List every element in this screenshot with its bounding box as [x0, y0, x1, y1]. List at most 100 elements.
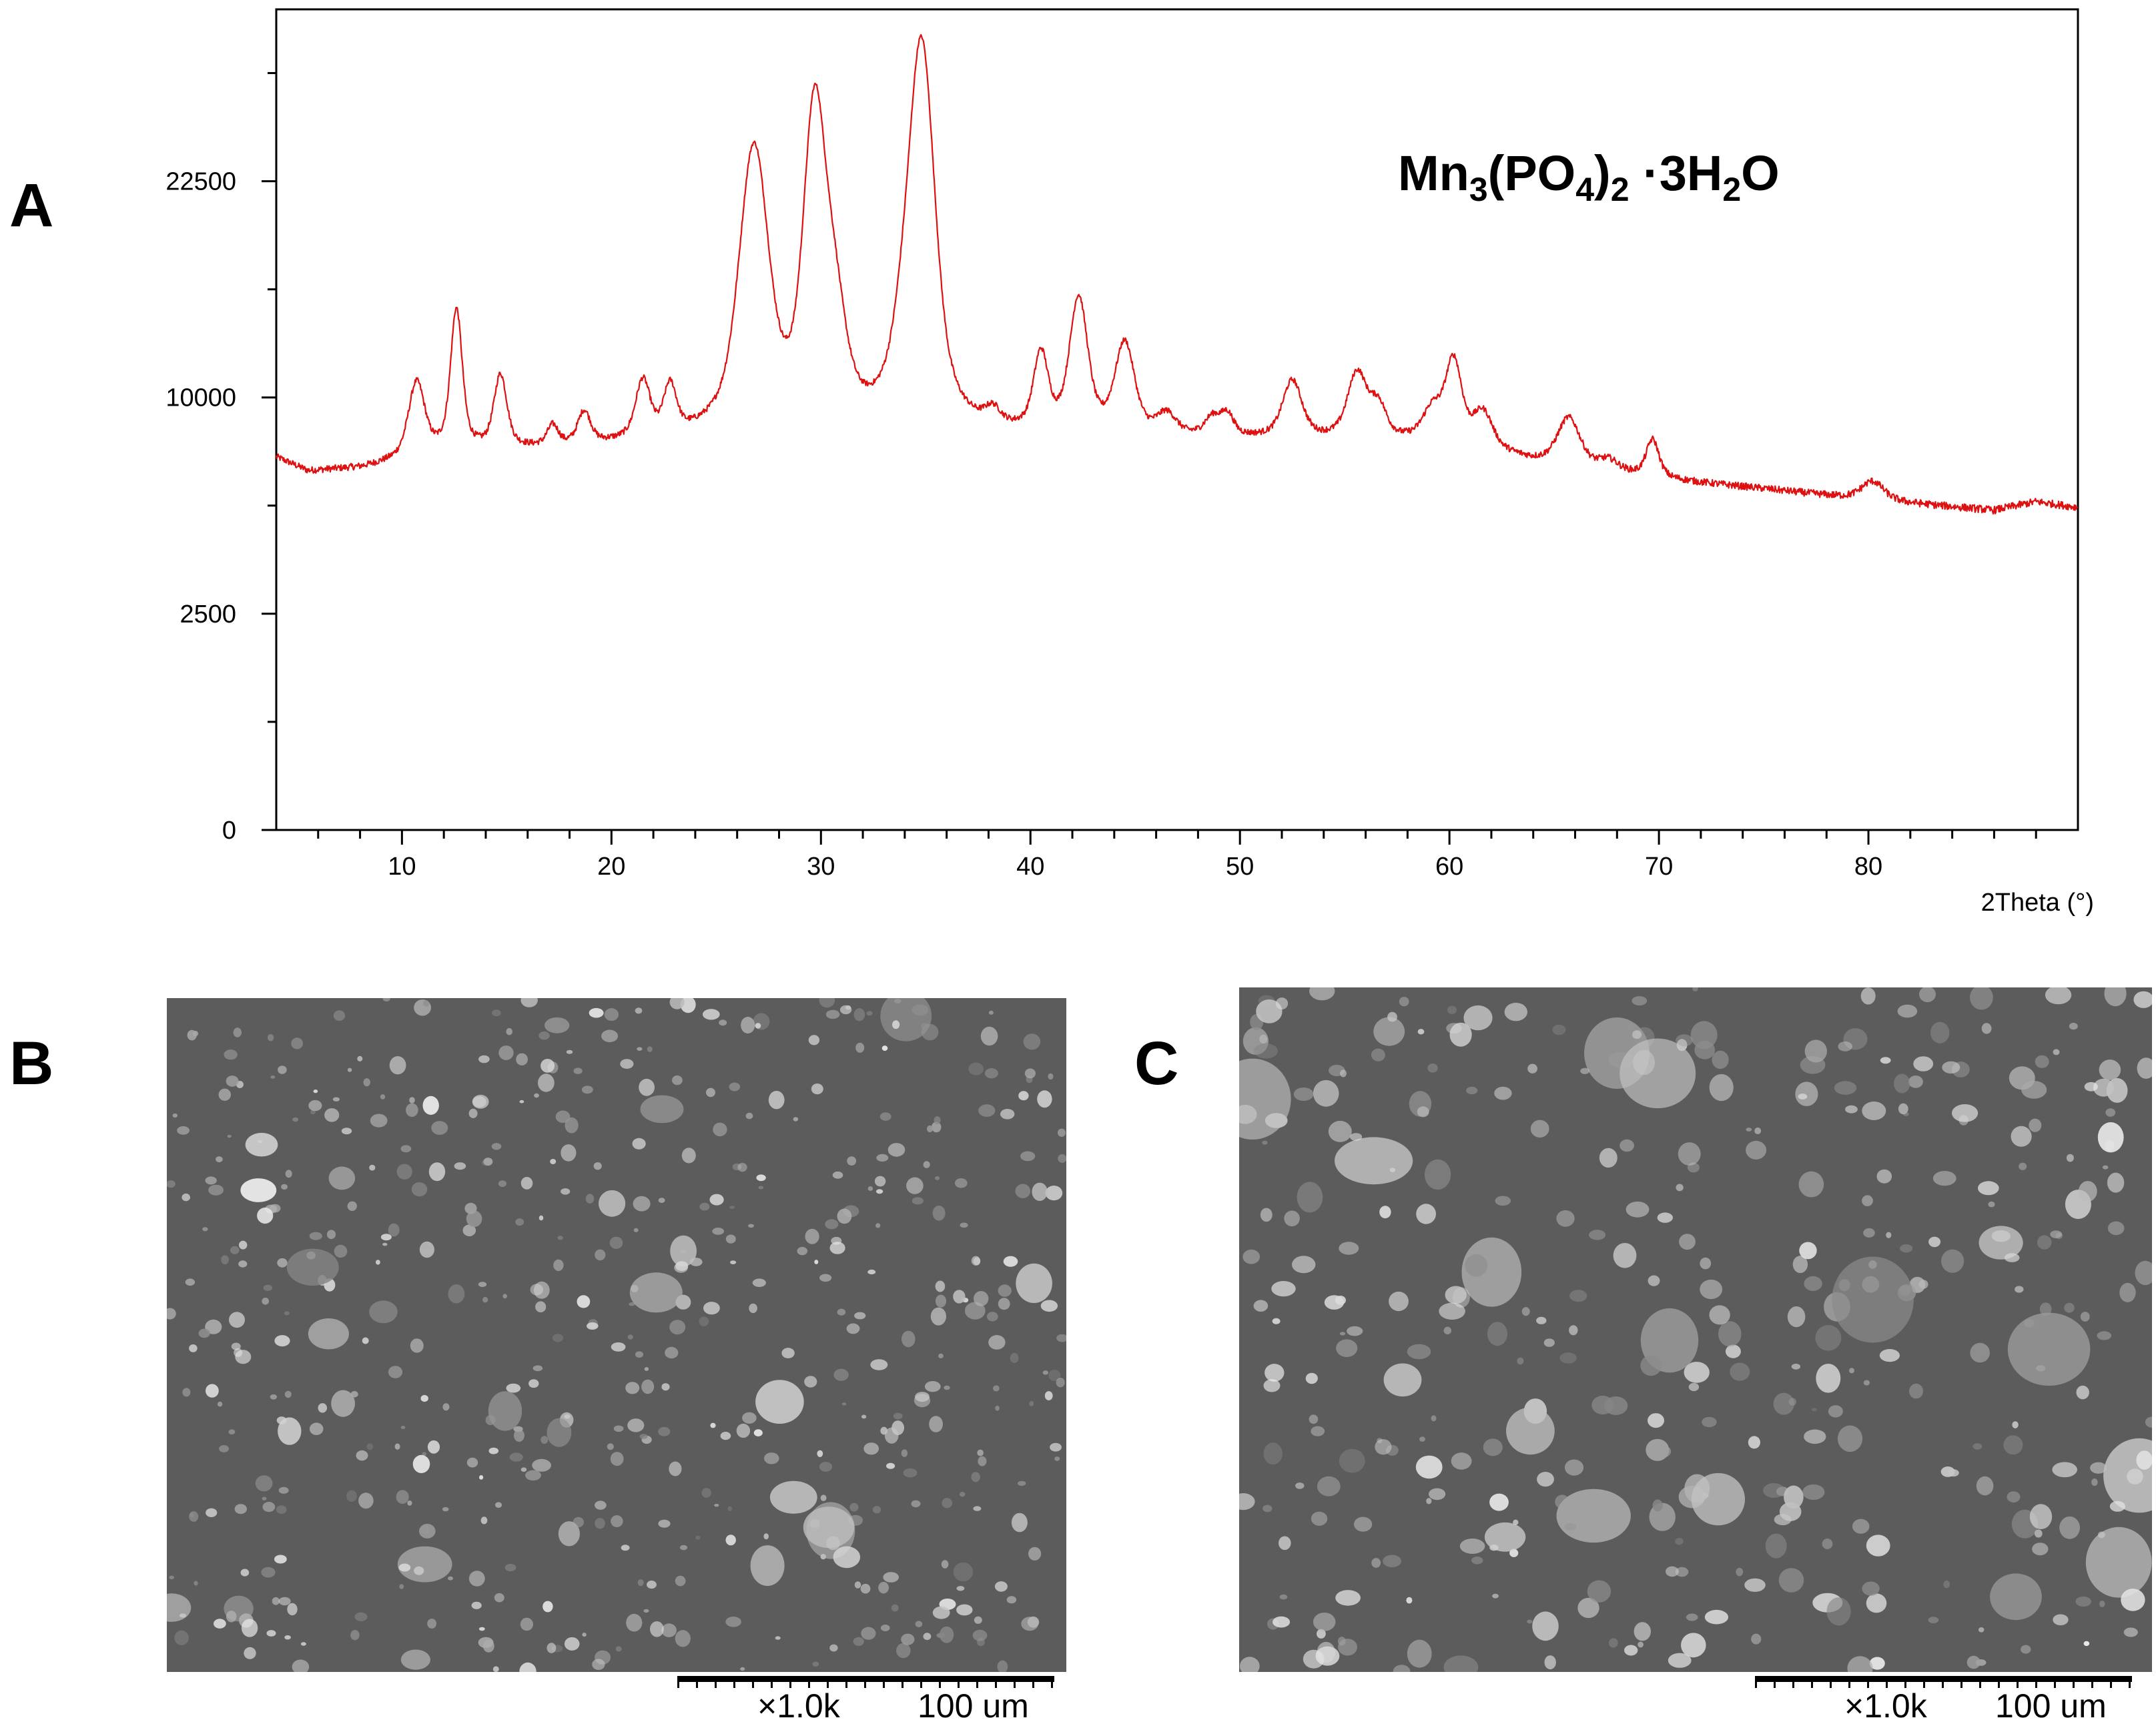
sem-particle	[478, 1055, 490, 1063]
sem-particle	[2136, 1450, 2152, 1470]
sem-particle	[324, 1108, 340, 1122]
sem-particle	[431, 1121, 448, 1135]
sem-particle	[1254, 1043, 1278, 1059]
sem-particle	[555, 1110, 571, 1124]
sem-particle	[1295, 1482, 1305, 1489]
sem-particle	[2052, 1462, 2077, 1478]
scale-bar-b-length: 100 um	[918, 1687, 1029, 1725]
sem-particle	[1970, 1342, 1990, 1363]
sem-particle	[1725, 1344, 1741, 1358]
sem-particle	[880, 1426, 887, 1435]
x-tick-label: 20	[597, 853, 625, 881]
sem-particle	[610, 1452, 624, 1466]
sem-particle	[993, 1385, 1000, 1392]
sem-particle	[519, 1662, 536, 1672]
sem-particle	[880, 1625, 890, 1631]
sem-particle	[1800, 1055, 1826, 1074]
sem-particle	[875, 1189, 883, 1194]
sem-particle	[1495, 1196, 1511, 1206]
sem-particle	[1928, 1617, 1939, 1624]
sem-particle	[509, 1452, 523, 1462]
sem-particle	[832, 1171, 843, 1179]
sem-particle	[1802, 1484, 1825, 1500]
sem-particle	[974, 1291, 989, 1306]
sem-particle	[270, 1394, 278, 1400]
sem-particle	[1527, 1619, 1533, 1624]
sem-particle	[637, 1579, 644, 1587]
sem-particle	[382, 1242, 388, 1246]
sem-particle	[1259, 1034, 1268, 1044]
sem-particle	[1763, 1482, 1785, 1498]
sem-particle	[520, 998, 538, 1007]
x-tick-label: 40	[1016, 853, 1044, 881]
sem-particle	[182, 1193, 190, 1202]
sem-particle	[263, 1284, 273, 1291]
sem-particle	[804, 1376, 817, 1388]
sem-particle	[262, 1298, 270, 1305]
sem-particle	[1439, 1302, 1465, 1320]
sem-particle	[1509, 1549, 1519, 1557]
sem-particle	[589, 1007, 604, 1018]
sem-particle	[607, 1443, 614, 1450]
sem-particle	[216, 1156, 223, 1163]
scale-tick	[1755, 1682, 1757, 1688]
sem-particle	[1339, 1332, 1346, 1336]
scale-tick	[1792, 1682, 1794, 1688]
sem-particle	[1704, 1609, 1728, 1625]
sem-particle	[1709, 1073, 1734, 1102]
sem-particle	[2021, 1645, 2031, 1654]
sem-particle	[1692, 987, 1698, 991]
sem-particle	[370, 1114, 388, 1128]
sem-particle	[960, 1492, 966, 1497]
sem-particle	[332, 1097, 340, 1102]
scale-tick	[1942, 1682, 1944, 1688]
sem-particle	[1416, 1204, 1436, 1224]
sem-particle	[389, 1056, 406, 1075]
sem-particle	[494, 1502, 502, 1508]
sem-particle	[1028, 1547, 1042, 1561]
sem-particle	[855, 1042, 865, 1053]
sem-particle	[611, 1515, 623, 1528]
sem-particle	[1311, 1426, 1325, 1436]
sem-particle	[755, 1380, 804, 1424]
sem-particle	[1336, 1339, 1358, 1357]
sem-particle	[278, 1065, 287, 1074]
sem-particle	[915, 1392, 930, 1402]
sem-particle	[1429, 1488, 1446, 1500]
sem-particle	[363, 1078, 370, 1087]
sem-particle	[2045, 987, 2072, 1005]
sem-particle	[427, 1440, 440, 1454]
sem-particle	[331, 1390, 355, 1417]
sem-particle	[1466, 1086, 1478, 1095]
sem-particle	[861, 1627, 876, 1640]
sem-particle	[875, 1223, 881, 1228]
sem-particle	[1952, 1104, 1979, 1122]
sem-particle	[841, 1402, 847, 1406]
scale-tick	[1811, 1682, 1813, 1688]
x-axis: 10 20 30 40 50 60 70 80	[317, 830, 2037, 881]
sem-particle	[1032, 1182, 1048, 1201]
sem-particle	[745, 1112, 753, 1120]
sem-particle	[2104, 987, 2127, 1007]
sem-particle	[1978, 1627, 1985, 1633]
sem-particle	[755, 1023, 761, 1029]
sem-particle	[1492, 1593, 1499, 1599]
sem-particle	[410, 1338, 424, 1353]
sem-particle	[1239, 1058, 1291, 1140]
sem-particle	[912, 1197, 924, 1205]
sem-particle	[239, 1240, 248, 1250]
sem-particle	[1272, 1318, 1281, 1324]
sem-particle	[1981, 1023, 1992, 1034]
sem-particle	[206, 1508, 218, 1517]
sem-particle	[267, 1034, 274, 1041]
sem-particle	[703, 1302, 720, 1315]
scale-tick	[939, 1682, 941, 1688]
sem-particle	[980, 1026, 998, 1046]
sem-particle	[901, 1449, 908, 1457]
scale-tick	[845, 1682, 847, 1688]
sem-particle	[400, 1145, 412, 1153]
sem-particle	[781, 1348, 795, 1358]
sem-particle	[1773, 1392, 1794, 1415]
sem-particle	[669, 1320, 686, 1335]
sem-particle	[534, 1093, 539, 1098]
